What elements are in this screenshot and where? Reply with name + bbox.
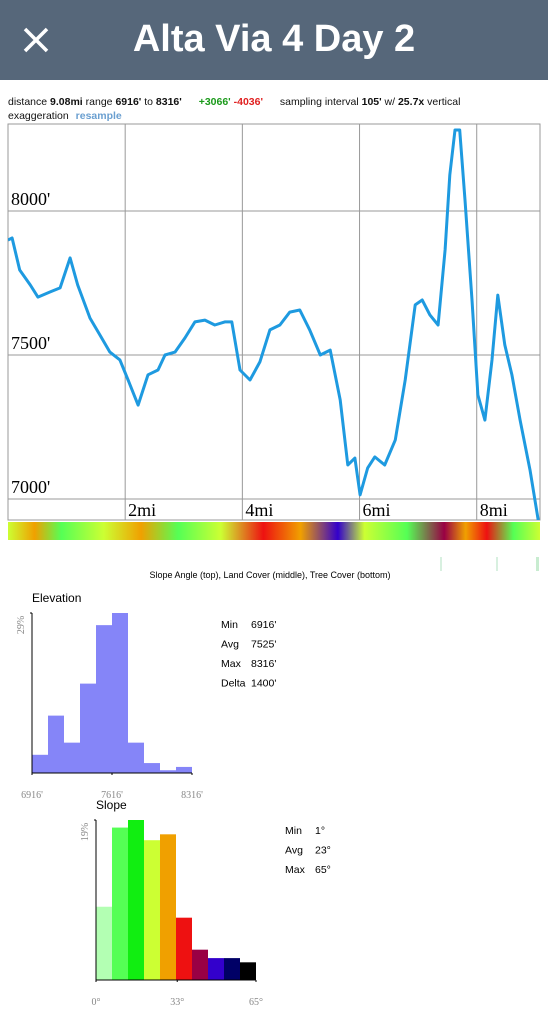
- info-text: w/: [384, 96, 396, 108]
- bar: [112, 827, 128, 980]
- bar: [176, 917, 192, 980]
- bar: [128, 742, 144, 773]
- bar: [48, 715, 64, 773]
- bar: [160, 834, 176, 980]
- stat-value: 8316': [251, 658, 276, 670]
- x-tick-label: 33°: [170, 997, 184, 1008]
- stat-label: Avg: [221, 639, 239, 651]
- histogram-title: Elevation: [32, 591, 81, 605]
- x-tick-label: 65°: [249, 997, 263, 1008]
- stat-label: Min: [285, 825, 302, 837]
- info-value: 105': [361, 96, 382, 108]
- x-tick-label: 6916': [21, 790, 43, 801]
- header: Alta Via 4 Day 2: [0, 0, 548, 80]
- stat-value: 1°: [315, 825, 325, 837]
- cover-mark: [496, 557, 498, 571]
- y-tick-label: 7000': [11, 477, 50, 497]
- bar: [96, 625, 112, 773]
- bar: [112, 613, 128, 773]
- stat-value: 65°: [315, 864, 331, 876]
- x-tick-label: 8316': [181, 790, 203, 801]
- gain: +3066': [198, 96, 231, 108]
- info-text: to: [144, 96, 153, 108]
- info-text: distance: [8, 96, 48, 108]
- bar: [192, 949, 208, 980]
- plot-frame: [7, 123, 541, 521]
- x-tick-label: 8mi: [480, 500, 508, 520]
- stat-value: 23°: [315, 845, 331, 857]
- x-tick-label: 7616': [101, 790, 123, 801]
- y-tick-label: 8000': [11, 189, 50, 209]
- bar: [144, 840, 160, 980]
- bar: [224, 958, 240, 980]
- bar: [240, 962, 256, 980]
- title: Alta Via 4 Day 2: [132, 18, 416, 60]
- x-tick-label: 4mi: [245, 500, 273, 520]
- info-value: 25.7x: [397, 96, 425, 108]
- stat-value: 7525': [251, 639, 276, 651]
- stat-label: Avg: [285, 845, 303, 857]
- stat-label: Delta: [221, 678, 246, 690]
- info-text: range: [85, 96, 113, 108]
- info: distance 9.08mi range 6916' to 8316' +30…: [8, 95, 508, 123]
- info-text: sampling interval: [279, 96, 359, 108]
- bar: [128, 820, 144, 980]
- resample-link[interactable]: resample: [75, 110, 122, 122]
- bar: [32, 754, 48, 773]
- y-tick-label: 19%: [80, 823, 91, 841]
- stat-value: 6916': [251, 619, 276, 631]
- info-value: 9.08mi: [50, 96, 83, 108]
- bar: [160, 770, 176, 773]
- elevation-line: [8, 128, 540, 520]
- x-tick-label: 0°: [92, 997, 101, 1008]
- bar: [64, 742, 80, 773]
- bar: [144, 763, 160, 773]
- loss: -4036': [233, 96, 263, 108]
- x-tick-label: 2mi: [128, 500, 156, 520]
- bar: [80, 683, 96, 773]
- cover-mark: [536, 557, 539, 571]
- close-button[interactable]: [22, 26, 52, 56]
- info-value: 6916': [115, 96, 142, 108]
- stat-label: Max: [285, 864, 306, 876]
- y-tick-label: 29%: [16, 616, 27, 634]
- histogram-title: Slope: [96, 798, 127, 812]
- info-value: 8316': [155, 96, 182, 108]
- bar: [176, 766, 192, 773]
- stat-label: Min: [221, 619, 238, 631]
- slope-strip: [8, 522, 540, 540]
- cover-mark: [440, 557, 442, 571]
- bar: [208, 958, 224, 980]
- bar: [96, 906, 112, 980]
- info-text: vertical exaggeration: [8, 96, 461, 122]
- stat-value: 1400': [251, 678, 276, 690]
- strip-caption: Slope Angle (top), Land Cover (middle), …: [149, 570, 390, 580]
- y-tick-label: 7500': [11, 333, 50, 353]
- stat-label: Max: [221, 658, 242, 670]
- x-tick-label: 6mi: [363, 500, 391, 520]
- close-icon: [23, 27, 49, 53]
